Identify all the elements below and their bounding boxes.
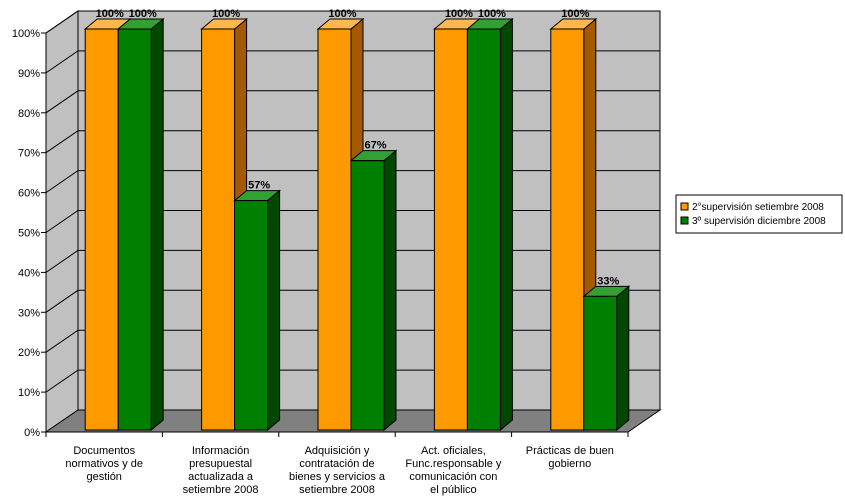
category-label-line: actualizada a [188,471,254,483]
bar-side [383,149,397,432]
category-label-line: contratación de [299,458,374,470]
category-label-line: Prácticas de buen [526,445,614,457]
bar-front [466,28,501,431]
legend: 2°supervisión setiembre 2008 3º supervisi… [675,194,843,234]
data-label: 33% [597,275,619,287]
bar-side [616,285,630,432]
y-tick-label: 10% [18,387,40,399]
y-tick-label: 30% [18,307,40,319]
bar-side [499,17,513,432]
category-label-line: Información [192,445,249,457]
bar-side [267,189,281,432]
bar-front [317,28,352,431]
data-label: 100% [478,8,506,20]
category-label-line: bienes y servicios a [289,471,386,483]
category-label-line: Act. oficiales, [421,445,486,457]
data-label: 100% [561,8,589,20]
category-label-line: el público [430,484,476,496]
data-label: 67% [364,140,386,152]
category-label: Documentos normativos y de gestión [65,445,143,483]
legend-label: 2°supervisión setiembre 2008 [692,202,824,213]
bar [116,17,165,432]
data-label: 57% [248,180,270,192]
y-tick-label: 20% [18,347,40,359]
y-tick-label: 80% [18,108,40,120]
category-label-line: gobierno [548,458,591,470]
category-label-line: normativos y de [65,458,143,470]
bar-front [201,28,236,431]
category-label-line: comunicación con [409,471,497,483]
legend-box [675,194,843,234]
data-label: 100% [445,8,473,20]
legend-swatch [680,216,689,225]
category-label: Adquisición y contratación de bienes y ser… [289,445,386,496]
y-tick-label: 90% [18,68,40,80]
grid-line [45,10,660,34]
category-label-line: setiembre 2008 [183,484,259,496]
bar-front [433,28,468,431]
legend-swatch [680,202,689,211]
bar [466,17,514,432]
data-label: 100% [96,8,124,20]
y-tick-label: 100% [12,28,40,40]
category-label: Información presupuestal actualizada a seti… [183,445,259,496]
bar [233,189,281,432]
bar-front [583,295,618,431]
category-label-line: Func.responsable y [405,458,501,470]
category-label-line: Documentos [73,445,135,457]
bars [83,17,631,432]
bar [349,149,398,432]
bar-side [150,17,164,432]
data-label: 100% [328,8,356,20]
legend-label: 3º supervisión diciembre 2008 [692,216,826,227]
bar-front [117,28,152,431]
category-label-line: presupuestal [189,458,252,470]
data-labels: 100% 100% 100% 57% 100% 67% 100% 100% 100% 33% [96,8,620,287]
bar-front [84,28,119,431]
bar [582,285,631,432]
category-label-line: gestión [86,471,121,483]
y-tick-label: 40% [18,267,40,279]
y-tick-label: 50% [18,228,40,240]
data-label: 100% [129,8,157,20]
y-tick-label: 0% [24,427,40,439]
category-label: Act. oficiales, Func.responsable y comunic… [405,445,501,496]
data-label: 100% [212,8,240,20]
bar-front [350,160,385,431]
category-label-line: Adquisición y [305,445,370,457]
bar-front [550,28,585,431]
category-label-line: setiembre 2008 [299,484,375,496]
bar-front [234,200,269,431]
x-axis: Documentos normativos y de gestión Informac… [45,431,629,496]
y-tick-label: 60% [18,188,40,200]
y-axis: 0% 10% 20% 30% 40% 50% 60% 70% 80% 90% 100% [12,28,47,439]
y-tick-label: 70% [18,148,40,160]
category-label: Prácticas de buen gobierno [526,445,614,470]
